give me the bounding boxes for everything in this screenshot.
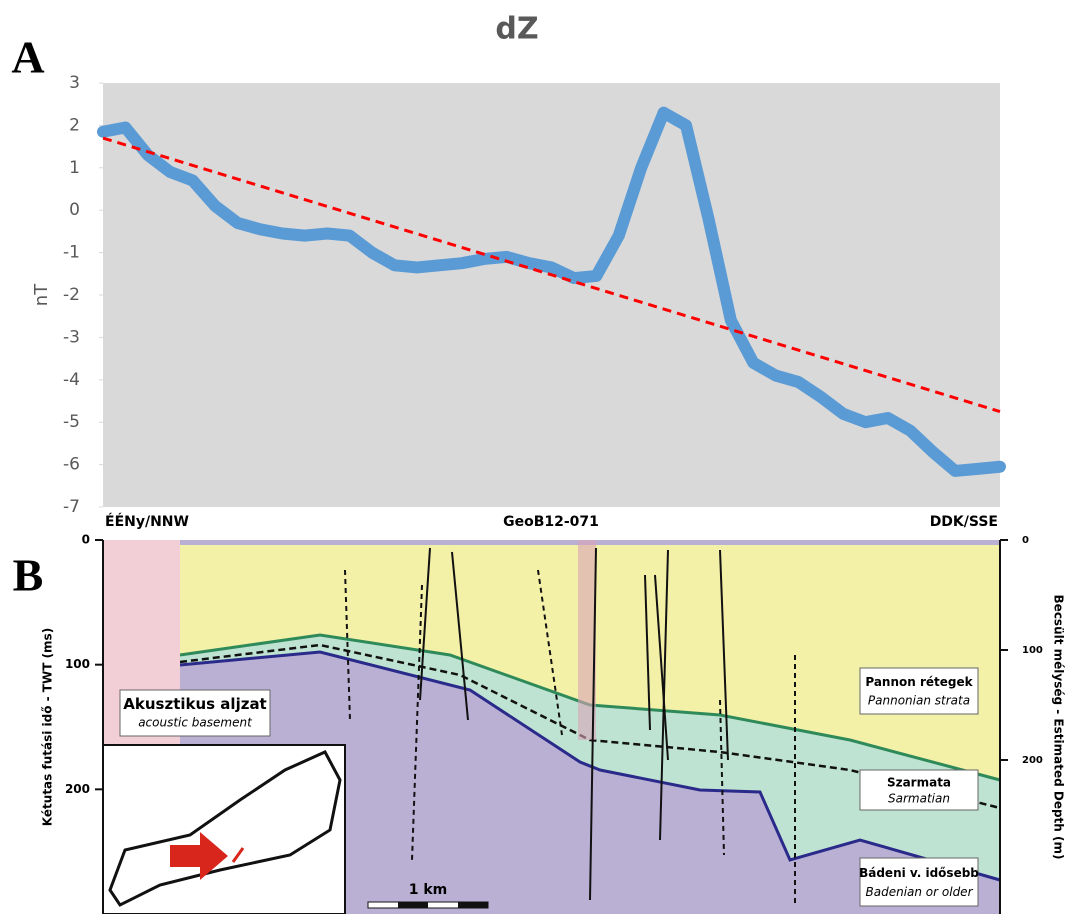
profile-name: GeoB12-071: [503, 514, 599, 530]
unit-subname: Pannonian strata: [868, 694, 970, 708]
panel-label: A: [11, 32, 44, 83]
seismic-section: 1 km: [102, 540, 1001, 914]
faults: [419, 547, 729, 901]
y-tick-label: 2: [69, 115, 80, 135]
faults-inferred: [344, 569, 796, 905]
scale-label: 1 km: [409, 882, 448, 898]
unit-name: Akusztikus aljzat: [123, 695, 266, 713]
twt-tick-label: 0: [82, 533, 90, 547]
location-map: [102, 744, 346, 914]
unit-subname: Badenian or older: [866, 885, 974, 899]
y-tick-label: -7: [63, 497, 80, 517]
y-tick-label: 0: [69, 200, 80, 220]
y-tick-label: -4: [63, 370, 80, 390]
y-tick-label: -5: [63, 412, 80, 432]
unit-name: Pannon rétegek: [865, 675, 973, 689]
depth-axis-label: Becsült mélység - Estimated Depth (m): [1052, 595, 1066, 860]
twt-tick-label: 200: [65, 782, 90, 796]
scale-bar: [367, 901, 489, 909]
horizon: [179, 650, 1001, 882]
y-tick-label: -6: [63, 455, 80, 475]
unit-name: Szarmata: [887, 775, 951, 789]
trend-line: [102, 136, 1001, 414]
unit-name: Bádeni v. idősebb: [859, 866, 979, 880]
y-axis-label: nT: [31, 283, 52, 306]
panel-label: B: [13, 550, 44, 601]
y-tick-label: -3: [63, 327, 80, 347]
chart-title: dZ: [495, 12, 538, 47]
twt-tick-label: 100: [65, 657, 90, 671]
plot-area: [103, 83, 1000, 507]
lake-outline: [108, 750, 342, 907]
unit-box: [859, 857, 979, 907]
unit-subname: Sarmatian: [888, 791, 950, 805]
unit-subname: acoustic basement: [138, 716, 253, 730]
direction-label: DDK/SSE: [930, 514, 998, 530]
y-tick-label: 3: [69, 73, 80, 93]
unit-box: [859, 667, 979, 715]
unit-box: [859, 769, 979, 811]
y-tick-label: 1: [69, 158, 80, 178]
arrow: [170, 832, 228, 880]
depth-tick-label: 200: [1022, 755, 1043, 766]
y-tick-label: -2: [63, 285, 80, 305]
y-tick-label: -1: [63, 243, 80, 263]
twt-axis-label: Kétutas futási idő - TWT (ms): [41, 628, 55, 826]
well: [578, 540, 596, 740]
depth-tick-label: 100: [1022, 645, 1043, 656]
profile-location: [231, 847, 245, 863]
data-line: [97, 106, 1006, 477]
unit-box: [119, 689, 271, 737]
direction-label: ÉÉNy/NNW: [105, 513, 189, 530]
depth-tick-label: 0: [1022, 535, 1029, 546]
